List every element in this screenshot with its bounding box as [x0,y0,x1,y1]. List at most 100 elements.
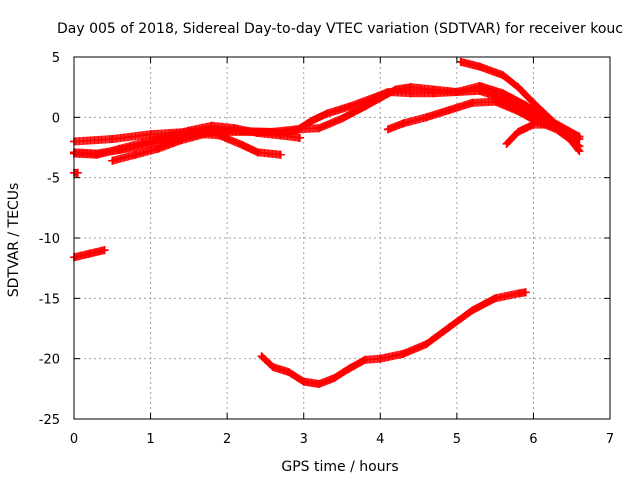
data-point [108,156,117,165]
data-point [307,116,316,125]
data-point [108,135,117,144]
data-point [269,363,278,372]
data-point [502,139,511,148]
chart-title: Day 005 of 2018, Sidereal Day-to-day VTE… [57,21,623,37]
data-point [475,62,484,71]
data-point [345,364,354,373]
data-point [399,119,408,128]
data-point [514,127,523,136]
data-point [115,144,124,153]
data-point [345,102,354,111]
x-tick-label: 0 [70,432,78,447]
data-point [295,133,304,142]
data-point [131,150,140,159]
data-point [100,246,109,255]
x-tick-label: 3 [300,432,308,447]
data-point [73,168,82,177]
data-point [253,129,262,138]
data-point [445,323,454,332]
data-point [445,106,454,115]
y-tick-label: 0 [52,111,60,126]
data-point [514,107,523,116]
series-arc-10 [257,288,530,389]
data-point [276,131,285,140]
data-point [360,355,369,364]
y-tick-label: -10 [39,232,60,247]
data-point [560,126,569,135]
y-tick-label: 5 [52,51,60,66]
data-point [322,109,331,118]
data-point [422,113,431,122]
data-point [207,121,216,130]
x-tick-label: 5 [453,432,461,447]
data-point [491,294,500,303]
data-point [276,150,285,159]
data-point [544,120,553,129]
data-point [292,125,301,134]
data-point [376,354,385,363]
data-point [177,136,186,145]
series-arc-8 [70,168,82,177]
x-tick-label: 6 [529,432,537,447]
data-point [456,57,465,66]
data-point [475,81,484,90]
data-point [200,130,209,139]
x-tick-label: 7 [606,432,614,447]
data-point [498,71,507,80]
data-point [422,340,431,349]
data-point [338,114,346,123]
x-tick-label: 1 [146,432,154,447]
data-point [544,113,553,122]
data-point [491,97,500,106]
data-point [315,124,324,133]
data-point [383,125,392,134]
y-axis-label: SDTVAR / TECUs [6,183,22,298]
y-tick-label: -5 [47,172,60,187]
x-axis-label: GPS time / hours [281,459,398,475]
series-arc-7 [502,120,584,148]
data-point [315,380,324,389]
series-trace [257,288,530,389]
data-point [299,377,308,386]
data-point [360,102,369,111]
data-point [529,98,538,107]
data-point [284,367,293,376]
data-point [161,132,170,141]
series-arc-9 [70,246,109,262]
y-tick-label: -25 [39,413,60,428]
data-point [330,373,339,382]
data-point [253,148,262,157]
data-point [452,87,461,96]
axis-ticks: 0 1 2 3 4 5 6 7 5 0 -5 -10 -15 -20 -25 [39,51,614,447]
data-point [92,150,101,159]
data-point [391,85,400,94]
data-point [575,132,584,141]
data-point [498,89,507,98]
data-point [521,288,530,297]
data-point [429,85,438,94]
data-point [514,289,523,298]
data-point [521,101,530,110]
data-series [70,57,584,389]
data-point [85,249,94,258]
data-point [215,131,224,140]
x-tick-label: 4 [376,432,384,447]
data-point [184,126,193,135]
data-point [154,144,163,153]
x-tick-label: 2 [223,432,231,447]
data-point [468,98,477,107]
data-point [406,83,415,92]
data-point [399,349,408,358]
y-tick-label: -20 [39,353,60,368]
series-arc-3 [108,130,285,165]
data-point [238,141,247,150]
data-point [468,306,477,315]
data-point [529,120,538,129]
y-tick-label: -15 [39,292,60,307]
data-point [514,83,523,92]
data-point [138,138,147,147]
data-point [230,124,239,133]
data-point [575,147,584,156]
data-point [257,352,266,361]
